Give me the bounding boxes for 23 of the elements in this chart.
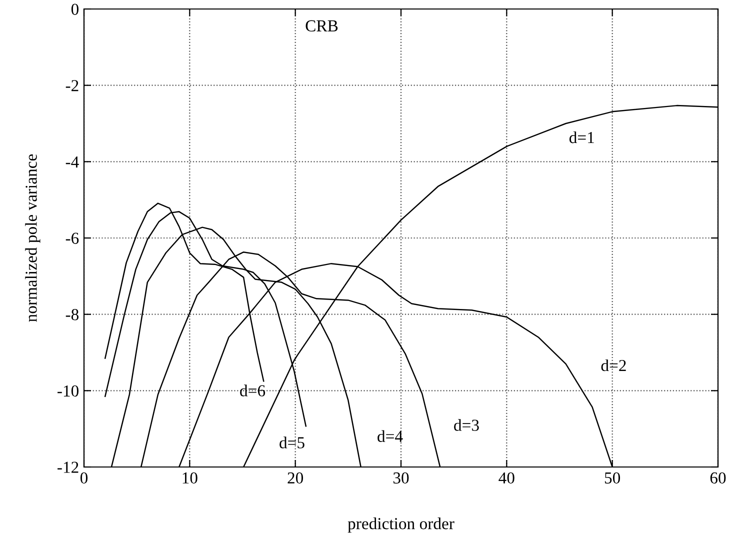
x-tick-label: 20 [288,472,304,484]
y-tick-label: -8 [66,309,79,320]
y-tick-label: 0 [71,4,79,15]
annotation: CRB [306,20,338,32]
series-label: d=1 [569,131,594,144]
x-tick-label: 50 [604,472,620,484]
y-tick-label: -4 [66,156,79,168]
y-axis-title: normalized pole variance [25,154,40,322]
y-tick-label: -12 [58,462,78,473]
series-label: d=3 [454,419,479,431]
series-label: d=4 [378,430,403,442]
y-tick-label: -2 [66,80,78,92]
x-tick-label: 60 [710,472,726,484]
x-tick-label: 10 [182,472,198,484]
series-label: d=2 [601,359,626,372]
series-label: d=6 [240,384,266,396]
x-tick-label: 0 [80,472,88,484]
x-tick-label: 40 [498,472,514,484]
x-tick-label: 30 [393,472,409,484]
series-label: d=5 [280,436,304,448]
y-tick-label: -10 [58,385,79,397]
y-tick-label: -6 [66,232,79,244]
x-axis-title: prediction order [348,518,454,533]
